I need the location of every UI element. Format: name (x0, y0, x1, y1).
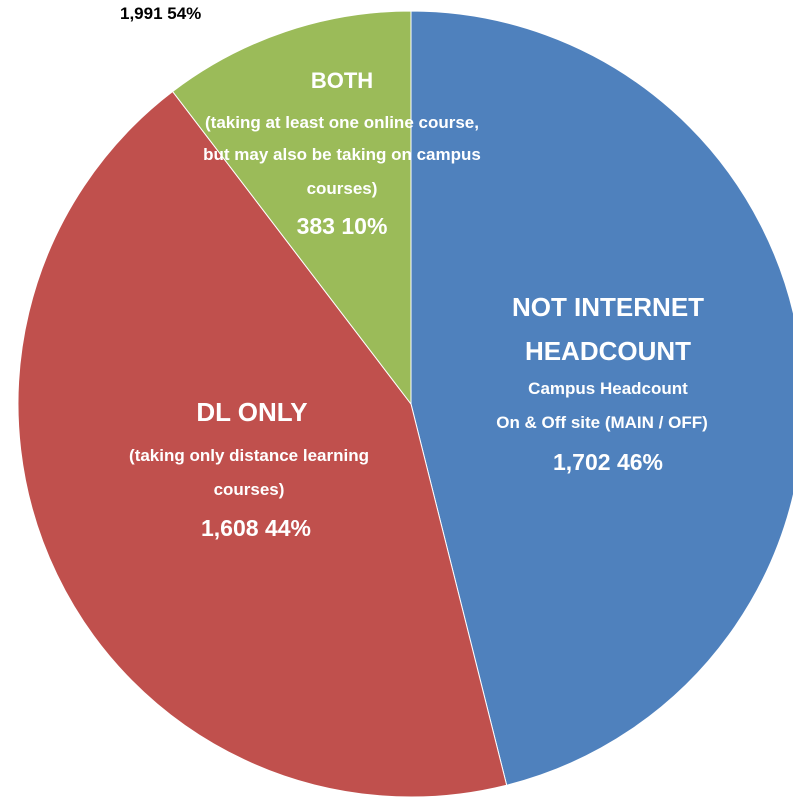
slice-subtitle-line-2: courses) (214, 480, 285, 499)
slice-subtitle-line-2: On & Off site (MAIN / OFF) (496, 413, 708, 432)
slice-subtitle-line-1: Campus Headcount (528, 379, 688, 398)
slice-title-line-1: NOT INTERNET (512, 292, 704, 322)
slice-value-label: 1,702 46% (553, 449, 663, 475)
slice-subtitle-line-1: (taking at least one online course, (205, 113, 479, 132)
slice-value-label: 1,608 44% (201, 515, 311, 541)
label-not-internet: NOT INTERNET HEADCOUNT Campus Headcount … (496, 292, 708, 475)
slice-title-line-1: DL ONLY (196, 397, 307, 427)
pie-slices (17, 10, 793, 798)
slice-subtitle-line-3: courses) (307, 179, 378, 198)
label-dl-only: DL ONLY (taking only distance learning c… (129, 397, 369, 541)
corner-total-label: 1,991 54% (120, 4, 201, 23)
slice-not-internet (410, 10, 793, 786)
slice-subtitle-line-2: but may also be taking on campus (203, 145, 481, 164)
label-both: BOTH (taking at least one online course,… (203, 68, 481, 239)
slice-dl-only (17, 90, 508, 798)
slice-subtitle-line-1: (taking only distance learning (129, 446, 369, 465)
slice-title-line-2: HEADCOUNT (525, 336, 691, 366)
slice-value-label: 383 10% (297, 213, 388, 239)
slice-title-line-1: BOTH (311, 68, 373, 93)
slice-both (171, 10, 412, 406)
